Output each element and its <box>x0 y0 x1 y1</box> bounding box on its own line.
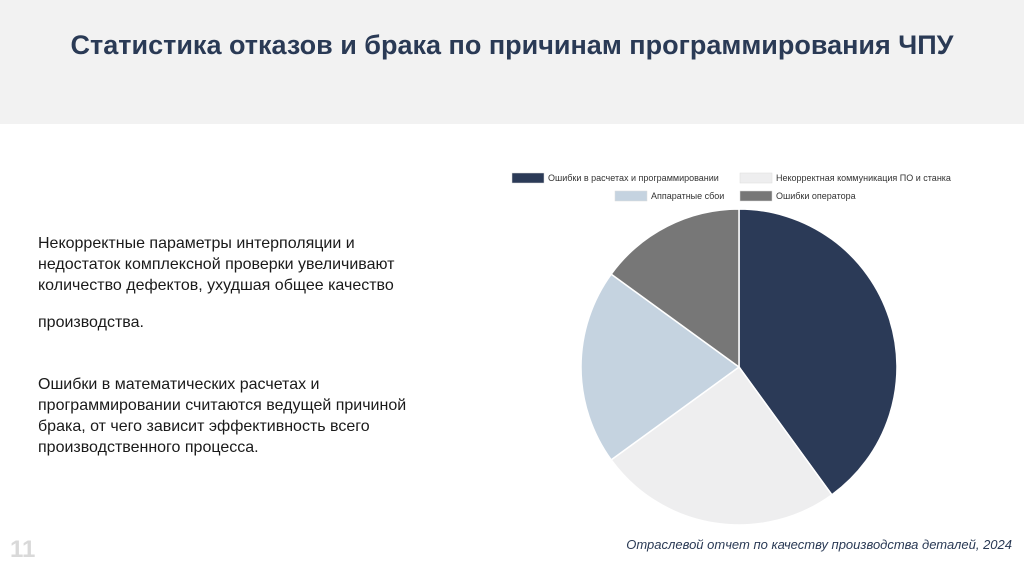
legend-label-operator: Ошибки оператора <box>776 191 856 201</box>
legend-swatch-operator <box>739 190 773 202</box>
slide-title: Статистика отказов и брака по причинам п… <box>70 30 954 60</box>
header-band: Статистика отказов и брака по причинам п… <box>0 0 1024 124</box>
chart-legend: Ошибки в расчетах и программировании Неко… <box>511 172 951 202</box>
pie-slice-hardware <box>580 273 741 461</box>
legend-swatch-hardware <box>614 190 648 202</box>
legend-label-calc-errors: Ошибки в расчетах и программировании <box>548 173 719 183</box>
pie-chart: Ошибки в расчетах и программировании Неко… <box>511 172 951 526</box>
page-number: 11 <box>10 536 36 563</box>
paragraph-calculation-errors: Ошибки в математических расчетах и прогр… <box>38 376 407 456</box>
legend-swatch-communication <box>739 172 773 184</box>
pie-slice-communication <box>610 365 833 526</box>
pie-slice-calc-errors <box>738 208 898 496</box>
pie-slices <box>580 208 898 526</box>
paragraph-production: производства. <box>38 314 144 331</box>
pie-slice-operator <box>610 208 740 369</box>
legend-swatch-calc-errors <box>511 172 545 184</box>
legend-label-communication: Некорректная коммуникация ПО и станка <box>776 173 951 183</box>
legend-label-hardware: Аппаратные сбои <box>651 191 724 201</box>
paragraph-interpolation: Некорректные параметры интерполяции и не… <box>38 235 395 294</box>
source-note: Отраслевой отчет по качеству производств… <box>626 537 1012 552</box>
